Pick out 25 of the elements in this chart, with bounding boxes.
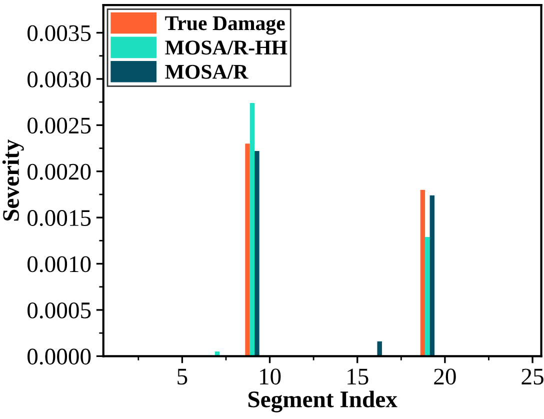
- x-tick-label: 10: [260, 368, 281, 385]
- bar: [425, 236, 430, 356]
- x-tick-label: 25: [522, 368, 544, 385]
- y-tick-label: 0.0010: [28, 256, 91, 272]
- bar: [430, 195, 435, 356]
- legend-label: MOSA/R: [165, 64, 248, 79]
- y-axis-title: Severity: [2, 140, 24, 221]
- y-tick-label: 0.0020: [28, 164, 91, 180]
- y-tick-label: 0.0030: [28, 71, 91, 88]
- y-tick-label: 0.0035: [28, 25, 91, 42]
- bar: [377, 341, 382, 356]
- bar: [245, 144, 250, 356]
- x-tick-label: 5: [178, 368, 188, 385]
- y-tick-label: 0.0015: [28, 210, 91, 226]
- y-tick-label: 0.0025: [28, 118, 91, 134]
- legend-label: MOSA/R-HH: [165, 40, 288, 55]
- y-tick-label: 0.0005: [28, 302, 91, 318]
- x-axis-title: Segment Index: [248, 390, 398, 412]
- bar: [254, 151, 260, 356]
- x-tick-label: 20: [434, 368, 456, 385]
- bar: [250, 102, 255, 356]
- x-tick-label: 15: [348, 368, 368, 385]
- legend-label: True Damage: [165, 16, 285, 35]
- bar: [420, 190, 426, 356]
- y-tick-label: 0.0000: [28, 348, 91, 365]
